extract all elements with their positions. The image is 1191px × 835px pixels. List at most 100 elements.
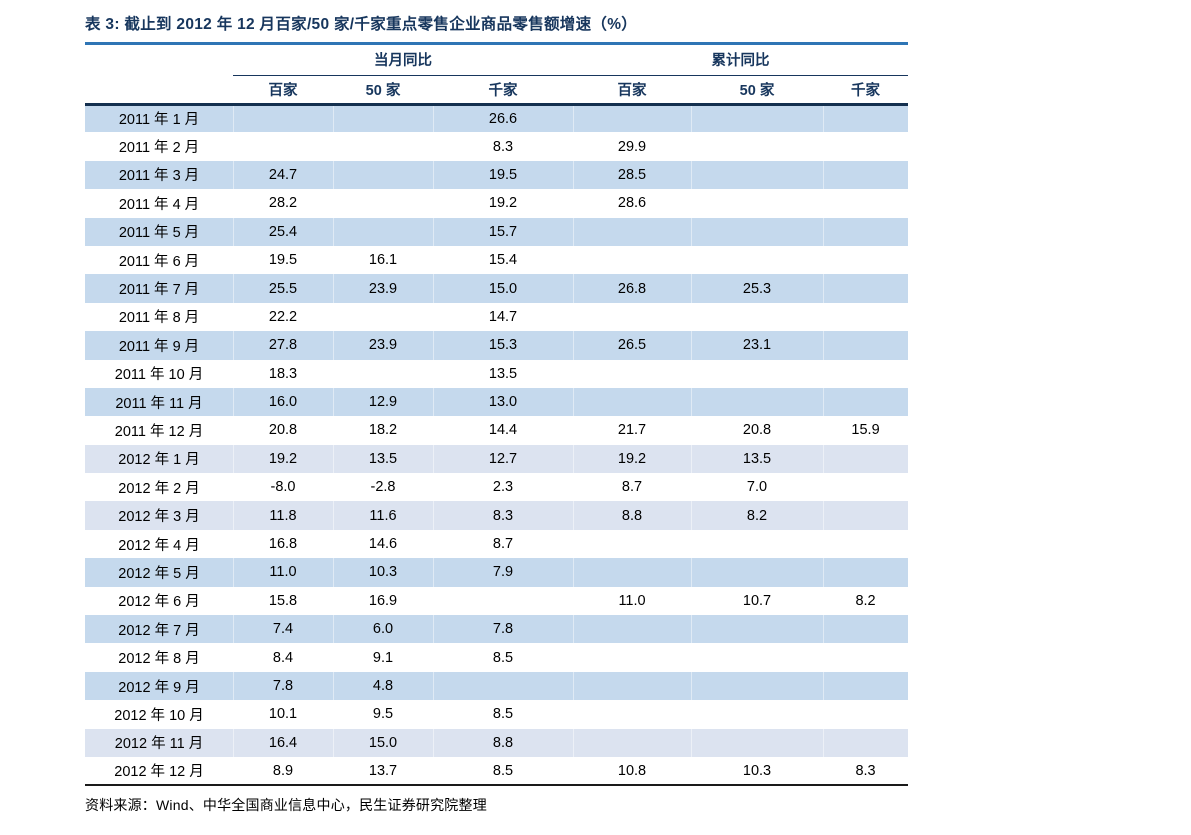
table-row: 2011 年 4 月 28.2 19.2 28.6: [85, 189, 908, 217]
data-cell: 13.5: [333, 445, 433, 473]
table-row: 2011 年 9 月 27.8 23.9 15.3 26.5 23.1: [85, 331, 909, 360]
data-cell: 7.8: [233, 672, 333, 700]
row-label: 2012 年 9 月: [118, 679, 200, 696]
data-cell: 29.9: [617, 138, 647, 155]
data-cell: 10.1: [268, 706, 298, 723]
table-row: 2012 年 12 月 8.9 13.7 8.5 10.8 10.3 8.3: [85, 757, 908, 785]
data-cell: 16.8: [268, 536, 298, 553]
data-cell: 7.8: [433, 615, 573, 643]
data-cell: 24.7: [233, 161, 333, 189]
data-cell: [823, 303, 908, 331]
data-cell: [823, 104, 908, 132]
data-cell: [823, 445, 908, 473]
data-cell: [823, 501, 908, 529]
data-cell: [573, 303, 691, 331]
report-table-block: 表 3: 截止到 2012 年 12 月百家/50 家/千家重点零售企业商品零售…: [85, 13, 909, 815]
data-cell: 15.9: [851, 422, 880, 439]
data-cell: 8.2: [691, 501, 823, 529]
table-row: 2012 年 7 月 7.4 6.0 7.8: [85, 615, 909, 644]
data-cell: 13.7: [368, 762, 398, 779]
data-cell: 22.2: [268, 308, 298, 325]
row-label: 2012 年 8 月: [118, 651, 200, 668]
data-cell: [823, 274, 908, 302]
data-cell: [691, 643, 823, 671]
row-label: 2011 年 7 月: [118, 282, 200, 299]
row-label: 2011 年 4 月: [118, 196, 200, 213]
data-cell: 14.6: [368, 536, 398, 553]
table-row: 2011 年 7 月 25.5 23.9 15.0 26.8 25.3: [85, 274, 909, 303]
table-row: 2011 年 3 月 24.7 19.5 28.5: [85, 160, 909, 190]
data-cell: -2.8: [370, 479, 396, 496]
data-cell: [823, 246, 908, 274]
data-cell: [573, 218, 691, 246]
data-cell: 15.0: [433, 274, 573, 302]
column-header-spacer: [85, 75, 233, 106]
table-row: 2012 年 6 月 15.8 16.9 11.0 10.7 8.2: [85, 587, 908, 615]
data-cell: 11.8: [233, 501, 333, 529]
data-cell: [573, 729, 691, 757]
data-cell: [823, 132, 908, 160]
table-row: 2011 年 8 月 22.2 14.7: [85, 303, 908, 331]
data-cell: 23.9: [333, 331, 433, 359]
group-header-cumulative: 累计同比: [573, 45, 909, 76]
table-row: 2012 年 5 月 11.0 10.3 7.9: [85, 558, 909, 587]
data-cell: [333, 218, 433, 246]
data-cell: [233, 104, 333, 132]
data-cell: 26.6: [433, 104, 573, 132]
title-rule: [85, 42, 908, 45]
row-label: 2011 年 5 月: [118, 225, 200, 242]
table-row: 2012 年 3 月 11.8 11.6 8.3 8.8 8.2: [85, 501, 909, 530]
data-cell: 9.1: [372, 649, 394, 666]
table-row: 2011 年 2 月 8.3 29.9: [85, 132, 908, 160]
data-cell: [691, 558, 823, 586]
data-cell: 26.5: [573, 331, 691, 359]
row-label: 2012 年 2 月: [118, 480, 200, 497]
data-cell: 15.8: [268, 592, 298, 609]
data-cell: 8.3: [492, 138, 514, 155]
table-row: 2011 年 10 月 18.3 13.5: [85, 360, 908, 388]
data-cell: 12.7: [433, 445, 573, 473]
row-label: 2012 年 11 月: [114, 736, 204, 753]
data-cell: [433, 672, 573, 700]
data-cell: 20.8: [742, 422, 772, 439]
data-cell: 4.8: [333, 672, 433, 700]
table-row: 2012 年 8 月 8.4 9.1 8.5: [85, 643, 908, 671]
data-cell: [823, 615, 908, 643]
group-header-monthly: 当月同比: [233, 45, 574, 76]
column-header-cumulative-1000: 千家: [823, 75, 909, 106]
data-cell: 8.7: [621, 479, 643, 496]
report-page: 表 3: 截止到 2012 年 12 月百家/50 家/千家重点零售企业商品零售…: [85, 13, 909, 815]
table-body: 2011 年 1 月 26.6 2011 年 2 月 8.3 29.9 2011 年 3 …: [85, 104, 909, 785]
data-cell: 8.5: [492, 762, 514, 779]
data-cell: 11.0: [618, 592, 646, 609]
data-cell: [691, 161, 823, 189]
data-cell: [823, 360, 908, 388]
data-cell: 26.8: [573, 274, 691, 302]
data-cell: 21.7: [617, 422, 647, 439]
data-cell: 25.5: [233, 274, 333, 302]
data-cell: 18.3: [268, 365, 298, 382]
data-cell: [691, 615, 823, 643]
data-cell: 23.9: [333, 274, 433, 302]
row-label: 2012 年 5 月: [118, 565, 200, 582]
data-cell: [691, 246, 823, 274]
data-cell: 7.4: [233, 615, 333, 643]
column-header-monthly-100: 百家: [233, 75, 333, 106]
data-cell: 19.2: [573, 445, 691, 473]
data-cell: [823, 473, 908, 501]
data-cell: [823, 331, 908, 359]
data-cell: [573, 246, 691, 274]
data-cell: [691, 729, 823, 757]
table-row: 2011 年 12 月 20.8 18.2 14.4 21.7 20.8 15.9: [85, 416, 908, 444]
data-cell: [573, 700, 691, 728]
data-cell: 27.8: [233, 331, 333, 359]
data-table: 当月同比 累计同比 百家 50 家 千家 百家 50 家 千家 2011 年 1…: [85, 45, 909, 787]
data-cell: 11.6: [333, 501, 433, 529]
table-row: 2011 年 1 月 26.6: [85, 104, 909, 133]
table-header: 当月同比 累计同比 百家 50 家 千家 百家 50 家 千家: [85, 45, 909, 106]
row-label: 2011 年 9 月: [118, 338, 200, 355]
group-header-spacer: [85, 45, 233, 75]
data-cell: [573, 558, 691, 586]
data-cell: 23.1: [691, 331, 823, 359]
data-cell: 16.9: [368, 592, 398, 609]
